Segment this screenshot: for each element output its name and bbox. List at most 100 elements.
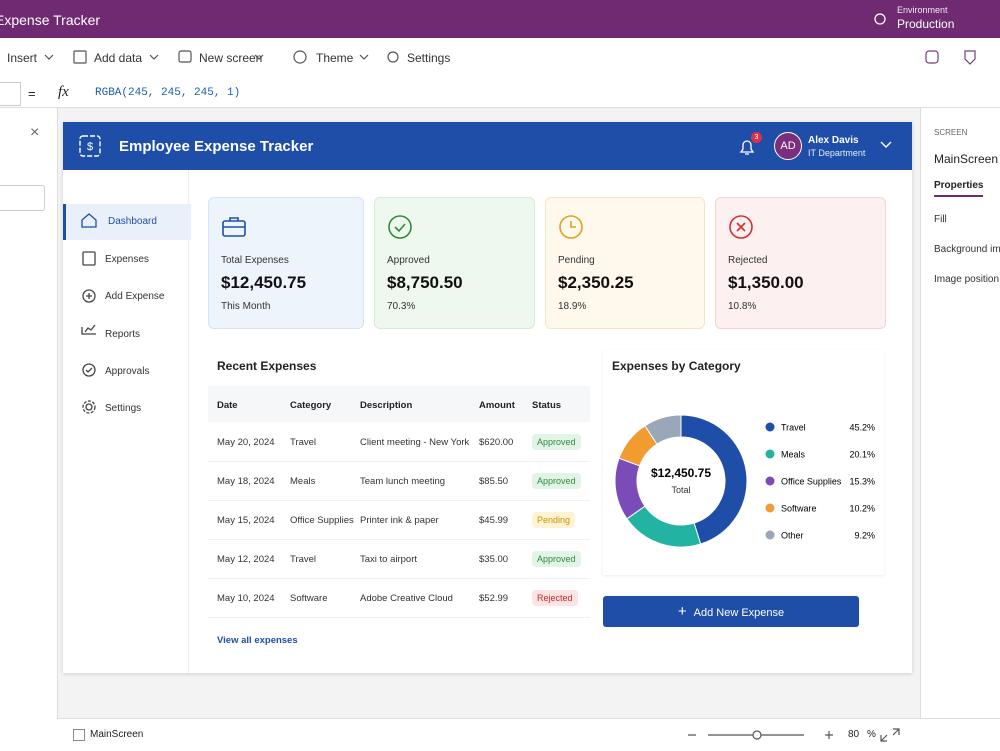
table-row — [208, 423, 590, 462]
table-cell: Adobe Creative Cloud — [360, 593, 453, 604]
card-label: Rejected — [728, 255, 768, 266]
center-label: Total — [671, 485, 690, 495]
legend-value: 10.2% — [849, 504, 875, 514]
app-name: Expense Tracker — [0, 12, 101, 28]
nav-item[interactable]: Add Expense — [63, 279, 188, 315]
nav-label: Settings — [105, 403, 142, 414]
nav-icons — [81, 213, 97, 414]
legend-value: 9.2% — [854, 531, 875, 541]
donut-chart: $12,450.75 Total Travel 45.2% Meals 20.1% Of… — [614, 414, 875, 548]
close-button[interactable]: × — [30, 124, 40, 141]
donut-segment — [614, 457, 646, 520]
table-cell: May 10, 2024 — [217, 593, 275, 604]
property[interactable]: Fill — [934, 214, 947, 225]
search-box[interactable] — [0, 185, 45, 211]
table-cell: Office Supplies — [290, 515, 354, 526]
formula-bar — [0, 80, 1000, 108]
zoom-unit: % — [867, 729, 876, 740]
avatar[interactable]: AD — [774, 132, 802, 160]
properties-tab[interactable]: Properties — [934, 180, 984, 197]
nav-item[interactable]: Approvals — [63, 354, 188, 390]
right-pane: SCREEN MainScreen Properties Fill Backgr… — [920, 108, 1000, 718]
legend-value: 45.2% — [849, 423, 875, 433]
table-header — [208, 386, 590, 422]
nav-item[interactable]: Dashboard — [63, 204, 191, 240]
card-amount: $8,750.50 — [387, 273, 463, 292]
column-header: Amount — [479, 400, 515, 411]
table-cell: May 20, 2024 — [217, 437, 275, 448]
view-all-link[interactable]: View all expenses — [217, 635, 298, 646]
table-row — [208, 540, 590, 579]
status-screen: MainScreen — [90, 729, 144, 740]
pane-section: SCREEN — [934, 128, 968, 137]
card-note: 18.9% — [558, 301, 587, 312]
screen-name: MainScreen — [934, 152, 999, 166]
nav-item[interactable]: Reports — [63, 317, 188, 353]
toolbar-item[interactable]: Add data — [94, 51, 143, 65]
toolbar-item[interactable]: Settings — [407, 51, 451, 65]
donut-segment — [644, 414, 682, 445]
table-cell: May 12, 2024 — [217, 554, 275, 565]
table-cell: May 18, 2024 — [217, 476, 275, 487]
notification-badge: 3 — [751, 132, 762, 143]
svg-text:$: $ — [87, 141, 93, 153]
summary-card: Total Expenses $12,450.75 This Month — [208, 197, 364, 329]
table-cell: Meals — [290, 476, 316, 487]
status-badge: Approved — [532, 434, 581, 450]
table-cell: $45.99 — [479, 515, 509, 526]
button-label: Add New Expense — [693, 607, 785, 619]
title-bar — [0, 0, 1000, 38]
nav-item[interactable]: Settings — [63, 391, 188, 427]
column-header: Date — [217, 400, 238, 411]
card-note: This Month — [221, 301, 271, 312]
property[interactable]: Image position — [934, 274, 1000, 285]
chart-title: Expenses by Category — [612, 359, 741, 373]
screen-checkbox[interactable] — [73, 729, 85, 741]
left-pane — [0, 108, 58, 751]
legend-label: Meals — [781, 450, 806, 460]
fx[interactable]: fx — [58, 84, 69, 100]
table-cell: Travel — [290, 437, 317, 448]
zoom-slider[interactable] — [680, 725, 910, 745]
table-row — [208, 501, 590, 540]
legend-value: 15.3% — [849, 477, 875, 487]
summary-card: Pending $2,350.25 18.9% — [545, 197, 705, 329]
legend-value: 20.1% — [849, 450, 875, 460]
panel-title: Recent Expenses — [217, 359, 317, 373]
status-badge: Rejected — [532, 590, 578, 606]
column-header: Status — [532, 400, 562, 411]
nav-item[interactable]: Expenses — [63, 242, 188, 278]
status-badge: Approved — [532, 551, 581, 567]
nav-label: Expenses — [105, 254, 149, 265]
card-label: Pending — [558, 255, 595, 266]
legend-label: Software — [781, 504, 817, 514]
table-cell: $52.99 — [479, 593, 509, 604]
card-label: Approved — [387, 255, 430, 266]
column-header: Category — [290, 400, 332, 411]
card-amount: $2,350.25 — [558, 273, 634, 292]
card-amount: $1,350.00 — [728, 273, 804, 292]
toolbar-item[interactable]: New screen — [199, 51, 263, 65]
table-cell: $620.00 — [479, 437, 514, 448]
status-badge: Pending — [532, 512, 576, 528]
app-logo: $ — [79, 135, 101, 157]
user-menu[interactable] — [879, 140, 893, 150]
toolbar-item[interactable]: Theme — [316, 51, 354, 65]
legend-label: Office Supplies — [781, 477, 842, 487]
formula-value[interactable]: RGBA(245, 245, 245, 1) — [95, 87, 241, 99]
toolbar-item[interactable]: Insert — [7, 51, 38, 65]
table-row — [208, 462, 590, 501]
add-expense-button[interactable]: + Add New Expense — [603, 596, 859, 627]
table-cell: $35.00 — [479, 554, 509, 565]
property[interactable]: Background image — [934, 244, 1000, 255]
table-cell: Team lunch meeting — [360, 476, 446, 487]
legend-swatch — [765, 503, 775, 513]
card-icon — [388, 215, 412, 239]
table-cell: Software — [290, 593, 328, 604]
env-value[interactable]: Production — [897, 17, 955, 31]
card-icon — [222, 217, 246, 237]
bell-icon[interactable] — [737, 136, 757, 158]
property-dropdown[interactable] — [0, 82, 21, 106]
nav-label: Add Expense — [105, 291, 165, 302]
